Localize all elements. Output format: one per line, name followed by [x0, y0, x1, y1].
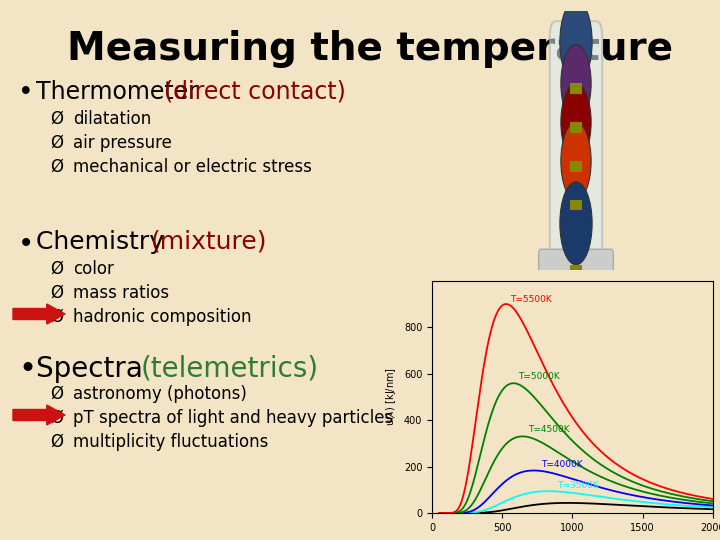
FancyArrow shape [13, 405, 65, 425]
Circle shape [560, 1, 592, 83]
Text: Ø: Ø [50, 110, 63, 128]
Text: T=4500K: T=4500K [528, 425, 570, 434]
Text: Measuring the temperature: Measuring the temperature [67, 30, 673, 68]
Text: mass ratios: mass ratios [73, 284, 169, 302]
Text: T=3500K: T=3500K [557, 481, 599, 490]
Text: dilatation: dilatation [73, 110, 151, 128]
Text: Ø: Ø [50, 260, 63, 278]
Text: •: • [18, 355, 36, 384]
Bar [570, 122, 582, 133]
Text: Ø: Ø [50, 134, 63, 152]
Bar [570, 265, 582, 275]
Text: pT spectra of light and heavy particles: pT spectra of light and heavy particles [73, 409, 393, 427]
FancyBboxPatch shape [550, 21, 602, 280]
Text: (mixture): (mixture) [150, 230, 267, 254]
Y-axis label: u($\lambda$) [kJ/nm]: u($\lambda$) [kJ/nm] [384, 367, 398, 427]
Text: Ø: Ø [50, 158, 63, 176]
Text: •: • [18, 80, 34, 106]
Text: multiplicity fluctuations: multiplicity fluctuations [73, 433, 269, 451]
Circle shape [561, 44, 591, 122]
Text: Ø: Ø [50, 308, 63, 326]
Text: air pressure: air pressure [73, 134, 172, 152]
Text: astronomy (photons): astronomy (photons) [73, 385, 247, 403]
Bar [570, 83, 582, 94]
Bar [570, 161, 582, 172]
Text: mechanical or electric stress: mechanical or electric stress [73, 158, 312, 176]
Text: Thermometer: Thermometer [36, 80, 213, 104]
Text: Ø: Ø [50, 284, 63, 302]
Text: Chemistry: Chemistry [36, 230, 180, 254]
FancyBboxPatch shape [539, 249, 613, 275]
Text: Spectra: Spectra [36, 355, 161, 383]
Text: Ø: Ø [50, 385, 63, 403]
Text: (telemetrics): (telemetrics) [140, 355, 318, 383]
Text: color: color [73, 260, 114, 278]
Text: T=5000K: T=5000K [518, 372, 559, 381]
Circle shape [560, 182, 592, 265]
Text: Ø: Ø [50, 433, 63, 451]
Bar [570, 200, 582, 211]
Circle shape [561, 122, 591, 200]
Polygon shape [566, 11, 586, 31]
Text: •: • [18, 230, 35, 258]
Circle shape [561, 83, 591, 161]
Text: T=4000K: T=4000K [541, 460, 583, 469]
Text: T=5500K: T=5500K [510, 295, 552, 304]
Text: hadronic composition: hadronic composition [73, 308, 251, 326]
Text: (direct contact): (direct contact) [164, 80, 346, 104]
X-axis label: $\lambda$, [nm]: $\lambda$, [nm] [552, 538, 593, 540]
Text: Ø: Ø [50, 409, 63, 427]
FancyArrow shape [13, 304, 65, 324]
